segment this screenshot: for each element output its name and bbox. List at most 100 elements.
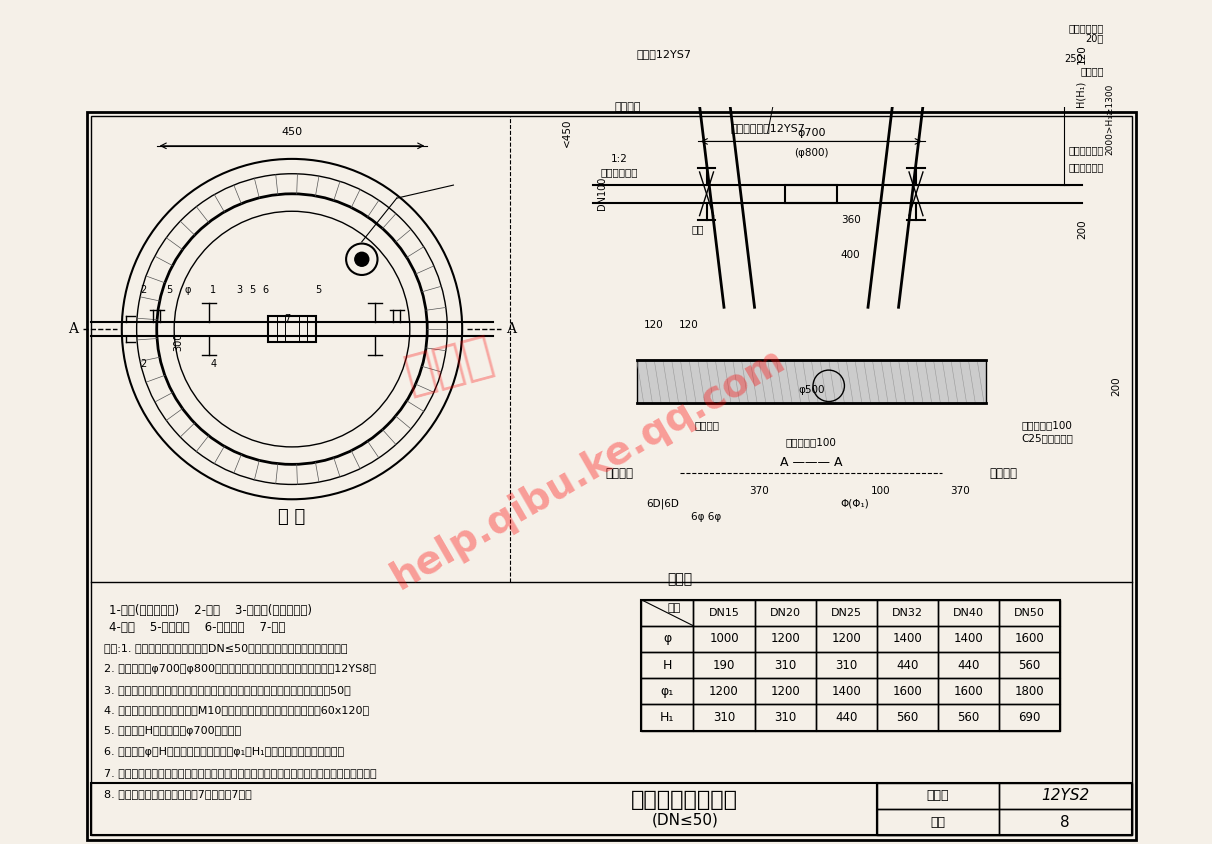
Text: A: A	[505, 322, 516, 336]
Text: 表径: 表径	[668, 603, 681, 614]
Bar	[876, 783, 1132, 836]
Text: 560: 560	[896, 711, 919, 724]
Bar	[938, 652, 999, 679]
Bar	[641, 705, 693, 731]
Bar	[641, 599, 1060, 731]
Text: DN32: DN32	[892, 608, 922, 618]
Text: 1000: 1000	[709, 632, 739, 646]
Text: 20厚: 20厚	[1086, 34, 1104, 43]
Text: 页次: 页次	[931, 815, 945, 829]
Bar	[268, 316, 316, 342]
Bar	[999, 679, 1060, 705]
Text: 2: 2	[141, 359, 147, 369]
Text: 2. 水表井盖分φ700，φ800两种，由设计人定，详见本系列标准图集12YS8。: 2. 水表井盖分φ700，φ800两种，由设计人定，详见本系列标准图集12YS8…	[104, 663, 377, 674]
Text: 说明:1. 本图适用于水表公称口径DN≤50，一般人行道下无车辆通过地区。: 说明:1. 本图适用于水表公称口径DN≤50，一般人行道下无车辆通过地区。	[104, 642, 348, 652]
Text: 2000>H₁≥1300: 2000>H₁≥1300	[1105, 84, 1114, 155]
Text: 200: 200	[1076, 219, 1087, 239]
Text: 6φ 6φ: 6φ 6φ	[691, 511, 721, 522]
Text: 6: 6	[263, 284, 269, 295]
Text: 2: 2	[141, 284, 147, 295]
Text: 1200: 1200	[770, 632, 800, 646]
Bar	[999, 783, 1132, 809]
Bar	[876, 783, 999, 809]
Bar	[636, 360, 985, 403]
Text: 卵石垫层厚100: 卵石垫层厚100	[1022, 420, 1073, 430]
Text: 300: 300	[173, 333, 183, 351]
Bar	[641, 625, 693, 652]
Bar	[693, 705, 755, 731]
Text: 370: 370	[749, 485, 768, 495]
Bar	[876, 809, 999, 836]
Bar	[693, 625, 755, 652]
Text: 450: 450	[281, 127, 303, 137]
Text: φ700: φ700	[797, 127, 825, 138]
Text: 1400: 1400	[954, 632, 983, 646]
Bar	[938, 599, 999, 625]
Text: 防水砂浆填实: 防水砂浆填实	[1069, 163, 1104, 173]
Text: 1400: 1400	[831, 684, 861, 698]
Bar	[876, 705, 938, 731]
Text: 3: 3	[236, 284, 242, 295]
Text: 120: 120	[679, 320, 699, 330]
Text: H(H₁): H(H₁)	[1075, 80, 1085, 106]
Text: 310: 310	[713, 711, 736, 724]
Text: 310: 310	[774, 711, 796, 724]
Text: 1400: 1400	[892, 632, 922, 646]
Text: 素土夯实: 素土夯实	[694, 420, 719, 430]
Text: 防水砂浆抹面: 防水砂浆抹面	[1069, 23, 1104, 33]
Bar	[755, 599, 816, 625]
Text: 沥青油麻填实: 沥青油麻填实	[1069, 145, 1104, 155]
Bar	[999, 809, 1132, 836]
Text: 310: 310	[835, 658, 857, 672]
Text: 原浆勾缝: 原浆勾缝	[1080, 67, 1104, 77]
Text: DN25: DN25	[830, 608, 862, 618]
Bar	[938, 679, 999, 705]
Text: φ₁: φ₁	[661, 684, 674, 698]
Text: φ500: φ500	[797, 385, 824, 395]
Bar	[755, 625, 816, 652]
Text: 360: 360	[841, 215, 861, 225]
Text: 井盖及盖座见12YS7: 井盖及盖座见12YS7	[730, 123, 805, 133]
Text: 560: 560	[1018, 658, 1041, 672]
Bar	[876, 652, 938, 679]
Bar	[693, 679, 755, 705]
Text: 有地下水: 有地下水	[989, 467, 1017, 479]
Bar	[876, 679, 938, 705]
Bar	[816, 599, 876, 625]
Text: 190: 190	[713, 658, 736, 672]
Text: DN50: DN50	[1014, 608, 1045, 618]
Bar	[91, 783, 876, 836]
Bar	[755, 705, 816, 731]
Text: 4. 支墩必须托住表体，四周用M10水泥砂浆抹八字填实。支墩尺寸：60x120。: 4. 支墩必须托住表体，四周用M10水泥砂浆抹八字填实。支墩尺寸：60x120。	[104, 706, 370, 716]
Text: 1200: 1200	[770, 684, 800, 698]
Bar	[693, 652, 755, 679]
Text: 8. 砌筑及抹面材料见本图册第7页说明第7条。: 8. 砌筑及抹面材料见本图册第7页说明第7条。	[104, 789, 252, 799]
Text: <450: <450	[562, 118, 572, 147]
Text: DN100: DN100	[596, 177, 607, 210]
Text: H: H	[663, 658, 671, 672]
Text: C25抗渗混凝土: C25抗渗混凝土	[1021, 433, 1073, 443]
Text: help.qibu.ke.qq.com: help.qibu.ke.qq.com	[385, 340, 793, 598]
Text: 1: 1	[211, 284, 217, 295]
Circle shape	[355, 252, 368, 266]
Text: 440: 440	[896, 658, 919, 672]
Text: DN15: DN15	[709, 608, 739, 618]
Bar	[641, 679, 693, 705]
Text: 5: 5	[315, 284, 321, 295]
Text: 卵石垫层厚100: 卵石垫层厚100	[785, 437, 836, 447]
Text: 200: 200	[1111, 376, 1122, 396]
Text: 乙型水表井安装图: 乙型水表井安装图	[631, 790, 738, 810]
Bar	[693, 599, 755, 625]
Text: 6. 尺寸表中φ、H为安装止回阀时尺寸，φ₁、H₁为安装倒流防止器时尺寸。: 6. 尺寸表中φ、H为安装止回阀时尺寸，φ₁、H₁为安装倒流防止器时尺寸。	[104, 748, 344, 757]
Bar	[755, 652, 816, 679]
Text: 4-三通    5-外丝短管    6-泄水龙头    7-支墩: 4-三通 5-外丝短管 6-泄水龙头 7-支墩	[109, 621, 285, 634]
Text: 560: 560	[957, 711, 979, 724]
Text: 1:2: 1:2	[611, 154, 628, 164]
Text: A ——— A: A ——— A	[781, 456, 842, 469]
Text: 370: 370	[950, 485, 970, 495]
Text: 250: 250	[1064, 53, 1082, 63]
Text: 440: 440	[957, 658, 979, 672]
Bar	[876, 625, 938, 652]
Text: (φ800): (φ800)	[794, 148, 829, 158]
Text: 1-水表(干式或湿式)    2-铜阀    3-止回阀(倒流防止器): 1-水表(干式或湿式) 2-铜阀 3-止回阀(倒流防止器)	[109, 603, 311, 617]
